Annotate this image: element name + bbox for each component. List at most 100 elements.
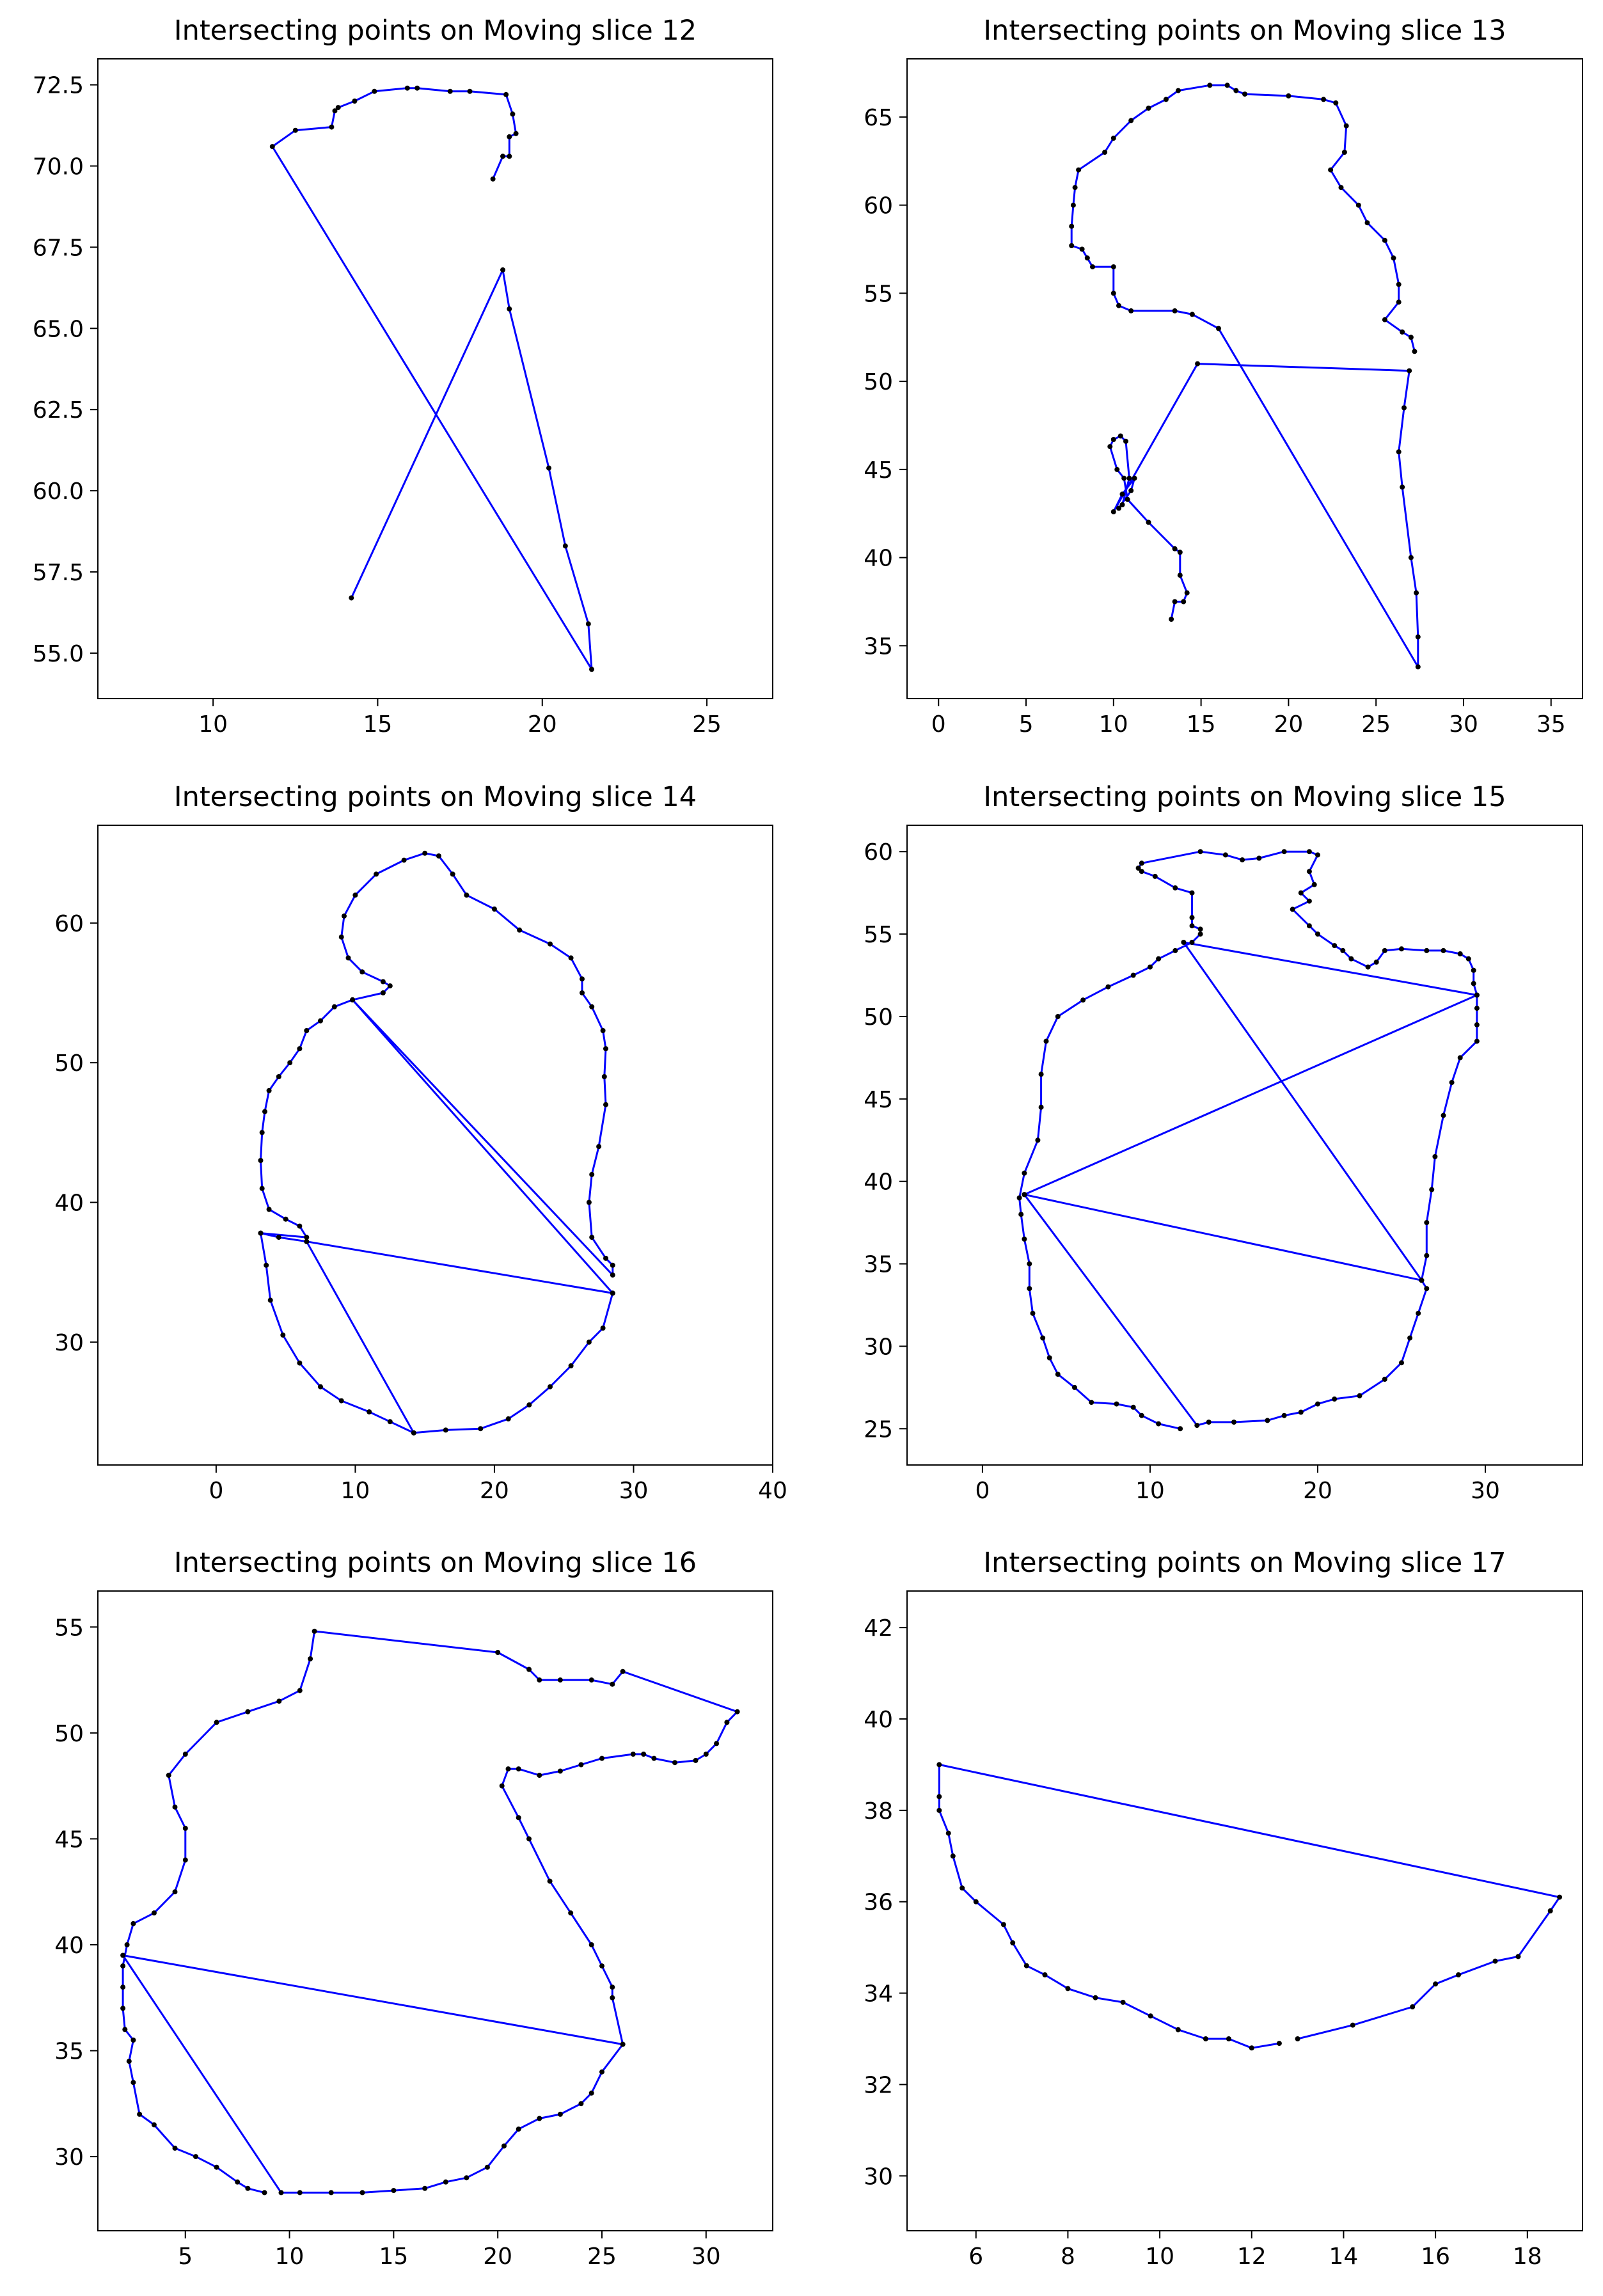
x-tick-label: 25 — [587, 2244, 617, 2270]
data-point — [1121, 475, 1127, 481]
y-tick-label: 57.5 — [33, 560, 84, 586]
data-point — [1441, 1112, 1446, 1118]
data-point — [537, 2116, 542, 2121]
data-point — [1156, 1421, 1162, 1427]
data-point — [1093, 1995, 1098, 2000]
data-point — [1128, 487, 1134, 493]
data-point — [1022, 1192, 1027, 1198]
data-point — [1172, 599, 1178, 605]
data-point — [1412, 349, 1417, 354]
data-point — [1102, 150, 1108, 155]
y-tick-label: 45 — [864, 1087, 893, 1113]
data-point — [1027, 1261, 1032, 1267]
data-point — [1410, 2004, 1416, 2009]
data-point — [1400, 329, 1405, 335]
data-point — [610, 1984, 615, 1990]
y-tick-label: 40 — [864, 546, 893, 572]
data-point — [1089, 1400, 1094, 1405]
data-point — [415, 85, 420, 91]
x-tick-label: 15 — [1187, 711, 1216, 738]
data-point — [1189, 915, 1195, 921]
data-point — [1407, 1335, 1413, 1341]
data-point — [1515, 1954, 1521, 1960]
data-point — [500, 267, 505, 273]
data-point — [1038, 1104, 1044, 1110]
data-point — [1148, 964, 1153, 970]
data-point — [516, 1815, 521, 1821]
data-point — [1265, 1418, 1270, 1423]
data-point — [151, 2122, 157, 2128]
data-point — [1382, 1377, 1387, 1382]
data-point — [331, 1004, 337, 1009]
data-point — [1343, 123, 1349, 129]
x-tick-label: 20 — [480, 1478, 509, 1504]
data-point — [287, 1060, 293, 1066]
data-point — [478, 1426, 484, 1432]
x-tick-label: 0 — [209, 1478, 223, 1504]
data-point — [1391, 255, 1396, 261]
data-point — [578, 2101, 584, 2107]
data-point — [1072, 1384, 1077, 1390]
data-point — [391, 2188, 397, 2194]
data-point — [404, 85, 410, 91]
data-point — [562, 543, 568, 549]
data-point — [1474, 1022, 1480, 1027]
data-point — [568, 1910, 574, 1916]
data-point — [387, 983, 393, 989]
data-point — [1172, 308, 1178, 313]
data-point — [1298, 890, 1304, 896]
data-point — [1119, 502, 1125, 507]
y-tick-label: 40 — [864, 1707, 893, 1733]
data-point — [526, 1667, 532, 1672]
chart-title: Intersecting points on Moving slice 13 — [983, 15, 1506, 47]
data-point — [172, 1804, 178, 1810]
data-point — [1402, 405, 1407, 411]
data-point — [1055, 1372, 1061, 1377]
data-point — [1424, 1253, 1430, 1258]
y-tick-label: 65.0 — [33, 316, 84, 342]
data-point — [610, 1681, 615, 1687]
data-point — [214, 2164, 219, 2170]
data-point — [600, 1326, 606, 1331]
data-point — [1240, 857, 1245, 863]
data-point — [297, 1688, 303, 1693]
data-point — [505, 1416, 511, 1421]
y-tick-label: 65 — [864, 105, 893, 131]
data-point — [1315, 931, 1320, 937]
axes-frame — [906, 1590, 1583, 2231]
data-point — [1197, 931, 1203, 937]
data-point — [120, 1952, 126, 1958]
data-point — [352, 99, 358, 104]
data-point — [1295, 2036, 1300, 2041]
data-point — [1311, 882, 1317, 887]
y-tick-label: 62.5 — [33, 397, 84, 424]
y-tick-label: 60.0 — [33, 479, 84, 505]
x-tick-label: 10 — [1145, 2244, 1174, 2270]
data-point — [620, 2041, 626, 2047]
data-point — [1222, 852, 1228, 858]
data-point — [526, 1836, 532, 1842]
y-tick-label: 50 — [864, 1004, 893, 1031]
data-point — [151, 1910, 157, 1916]
data-point — [1415, 664, 1421, 670]
data-point — [1046, 1355, 1052, 1361]
data-point — [304, 1235, 310, 1240]
data-point — [267, 1297, 273, 1303]
data-point — [387, 1419, 393, 1425]
data-point — [266, 1088, 272, 1093]
data-point — [600, 1028, 606, 1033]
data-point — [1070, 202, 1076, 208]
x-tick-label: 15 — [363, 711, 393, 738]
data-point — [1163, 97, 1169, 102]
data-point — [491, 907, 497, 912]
data-point — [1176, 88, 1181, 93]
data-point — [537, 1773, 542, 1778]
y-tick-label: 42 — [864, 1615, 893, 1642]
data-point — [603, 1046, 608, 1052]
data-point — [1396, 449, 1402, 455]
data-point — [490, 176, 496, 182]
data-point — [1055, 1014, 1061, 1019]
data-point — [601, 1074, 607, 1079]
data-point — [297, 1223, 303, 1229]
data-point — [546, 465, 551, 471]
